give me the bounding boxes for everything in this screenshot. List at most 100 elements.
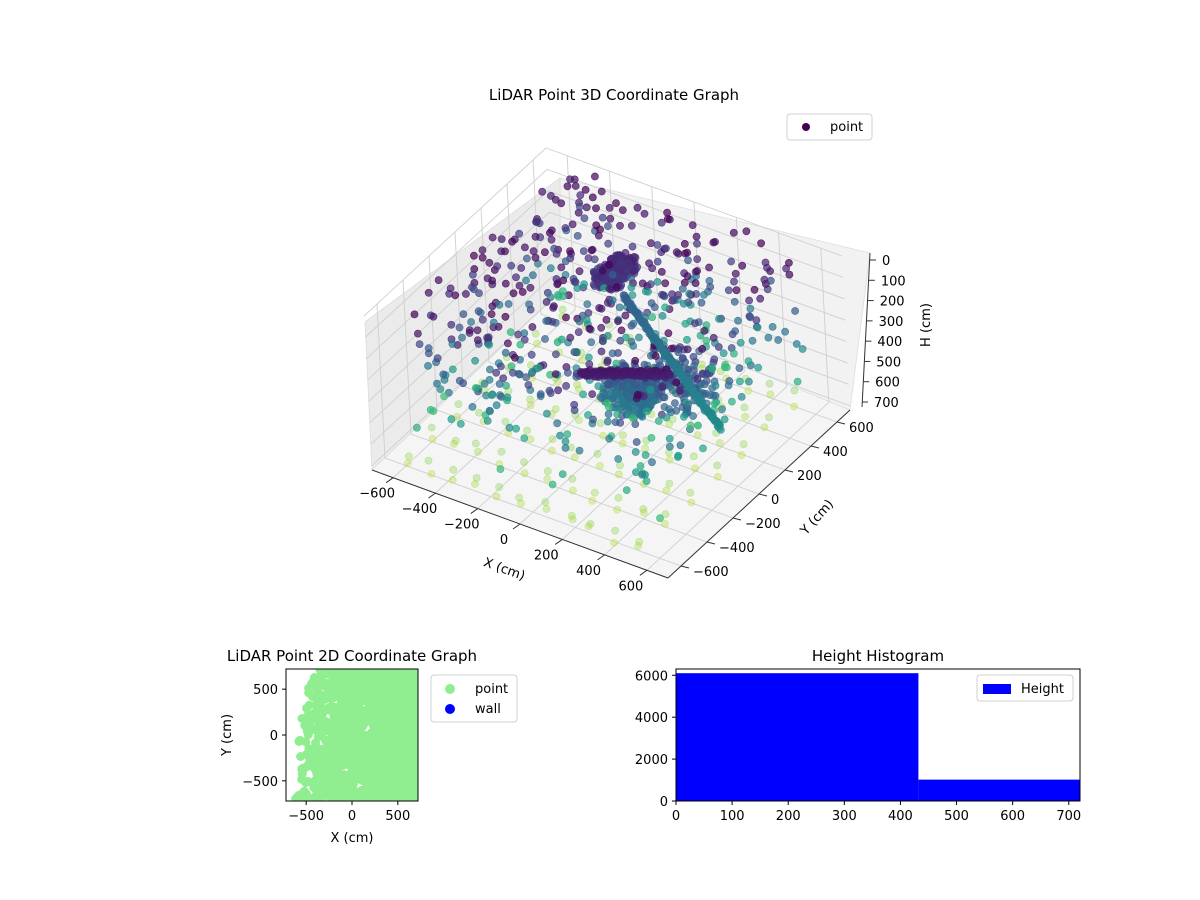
grid-line-h: [364, 168, 844, 338]
plot3d-point: [538, 187, 547, 196]
plot3d-point: [456, 419, 465, 428]
plot3d-point: [434, 276, 443, 284]
plot3d-point: [713, 461, 722, 470]
plot3d-point: [606, 214, 615, 223]
plot3d-legend-frame: [786, 113, 873, 141]
plot3d-point: [608, 296, 617, 305]
plot3d-point: [424, 288, 433, 297]
plot3d-legend-marker: [802, 123, 810, 131]
histogram-x-tick-label: 200: [776, 809, 801, 824]
plot2d-point: [302, 726, 312, 736]
plot3d-point: [493, 262, 502, 271]
plot3d-point: [658, 290, 666, 299]
plot3d-point: [708, 364, 717, 373]
plot3d-point: [520, 335, 529, 344]
plot3d-point: [621, 311, 630, 320]
plot3d-y-tick: [732, 517, 742, 521]
plot3d-point: [508, 237, 516, 246]
plot3d-point: [597, 347, 606, 356]
plot3d-point: [774, 336, 783, 344]
plot3d-point: [594, 231, 603, 240]
plot3d-point: [705, 263, 713, 272]
plot3d-point: [575, 202, 584, 211]
plot3d-point: [716, 425, 725, 434]
plot3d-point: [554, 290, 562, 299]
plot3d-point: [496, 465, 505, 473]
plot3d-point: [474, 307, 483, 316]
plot3d-point: [699, 444, 707, 453]
plot2d-point: [382, 746, 392, 756]
plot3d-z-tick-label: 700: [874, 396, 899, 411]
plot3d-point: [547, 191, 555, 200]
plot3d-point: [526, 395, 534, 404]
histogram-bars: [676, 673, 1080, 801]
plot3d-point: [587, 338, 596, 347]
plot3d-point: [766, 390, 775, 399]
plot3d-point: [541, 335, 549, 343]
plot2d-point: [345, 669, 355, 677]
plot3d-y-tick-label: −600: [693, 565, 729, 580]
plot3d-point: [756, 294, 765, 303]
plot3d-legend: point: [786, 113, 873, 141]
plot3d-point: [455, 376, 464, 385]
plot3d-point: [547, 226, 556, 235]
plot3d-x-tick-label: 600: [618, 579, 643, 594]
plot3d-point: [737, 392, 746, 401]
plot3d-point: [674, 348, 683, 357]
plot2d-point: [345, 755, 355, 765]
plot3d-point: [571, 182, 580, 190]
plot3d-point: [487, 391, 496, 400]
plot3d-point: [535, 219, 544, 228]
plot3d-point: [557, 199, 566, 208]
plot3d-point: [706, 282, 715, 291]
plot3d-point: [699, 370, 707, 378]
plot3d-point: [731, 269, 740, 278]
plot3d-point: [496, 362, 505, 371]
plot2d-point: [330, 790, 340, 800]
plot2d-point: [359, 706, 369, 716]
plot2d-y-tick-label: 500: [253, 683, 278, 698]
plot3d-point: [484, 333, 493, 342]
plot3d-point: [588, 496, 597, 505]
plot3d-point: [449, 465, 458, 474]
plot3d-point: [590, 488, 599, 497]
plot3d-point: [672, 378, 681, 387]
plot3d-point: [485, 340, 494, 349]
plot2d-point: [316, 705, 326, 715]
plot2d-point: [335, 690, 345, 700]
plot3d-y-tick: [758, 493, 768, 497]
plot3d-point: [574, 385, 583, 394]
plot3d-point: [497, 447, 506, 456]
plot3d-point: [658, 382, 667, 391]
plot3d-point: [528, 323, 537, 331]
plot3d-point: [724, 381, 733, 390]
plot3d-point: [458, 333, 466, 342]
plot2d-point: [297, 769, 307, 779]
plot2d-point: [321, 717, 331, 726]
plot3d-point: [440, 392, 448, 401]
plot3d-point: [648, 313, 657, 322]
plot3d-point: [520, 329, 529, 337]
plot2d-point: [381, 764, 391, 774]
grid-line-x: [435, 171, 618, 494]
plot3d-x-tick: [428, 492, 436, 499]
plot2d-point: [381, 717, 391, 727]
plot3d-point: [502, 381, 510, 390]
plot2d-point: [411, 709, 418, 719]
plot2d-point: [371, 762, 381, 772]
plot3d-point: [644, 287, 652, 296]
plot3d-point: [501, 312, 510, 321]
plot3d-point: [661, 510, 670, 519]
plot3d-point: [546, 264, 555, 273]
plot3d-point: [436, 385, 445, 393]
grid-line-y: [402, 279, 708, 543]
plot3d-point: [790, 386, 799, 395]
plot3d-point: [612, 251, 620, 260]
histogram-x-tick-label: 0: [672, 809, 680, 824]
plot3d-point: [580, 280, 588, 288]
plot3d-point: [561, 437, 570, 446]
plot3d-z-tick-label: 100: [881, 274, 906, 289]
plot3d-point: [724, 286, 733, 295]
plot3d-point: [732, 286, 741, 295]
plot2d-point: [413, 788, 418, 798]
